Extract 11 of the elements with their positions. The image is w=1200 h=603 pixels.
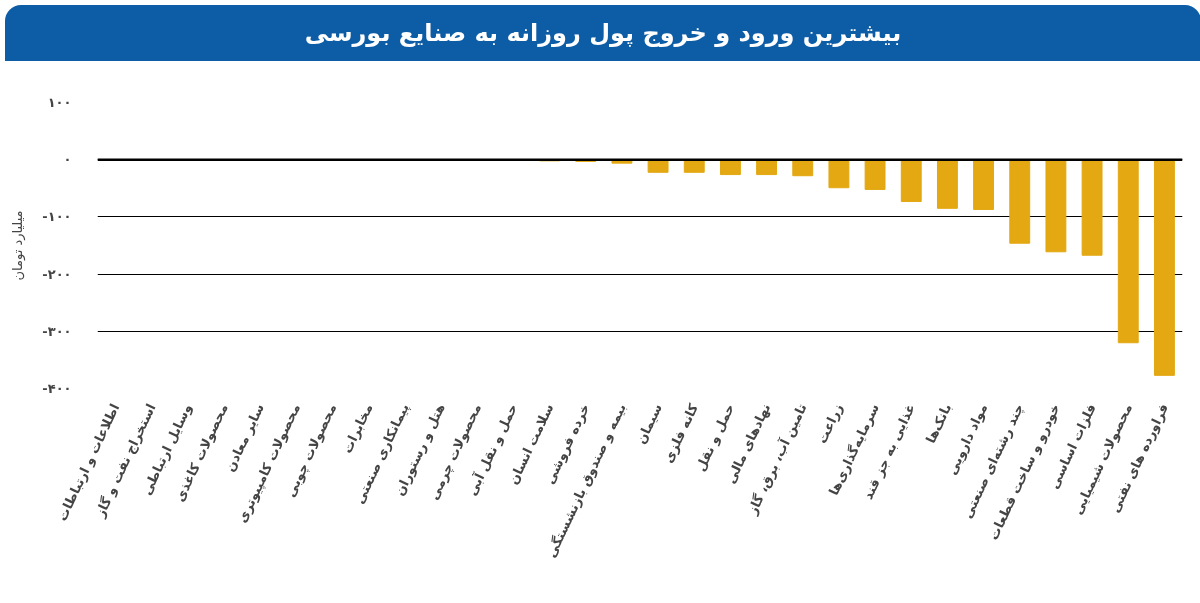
chart-title: بیشترین ورود و خروج پول روزانه به صنایع بورسی <box>304 18 902 49</box>
y-tick-label: -۱۰۰ <box>42 209 72 225</box>
x-tick-label: مخابرات <box>339 401 376 456</box>
y-tick-label: ۱۰۰ <box>47 95 72 110</box>
x-tick-label: سیمان <box>633 401 665 447</box>
y-tick-label: -۳۰۰ <box>42 323 72 339</box>
y-axis-title: میلیارد تومان <box>10 210 27 281</box>
y-tick-label: -۴۰۰ <box>42 381 72 396</box>
y-tick-label: ۰ <box>63 152 72 168</box>
y-tick-label: -۲۰۰ <box>42 266 72 282</box>
x-tick-label: بانک‌ها <box>922 401 955 446</box>
